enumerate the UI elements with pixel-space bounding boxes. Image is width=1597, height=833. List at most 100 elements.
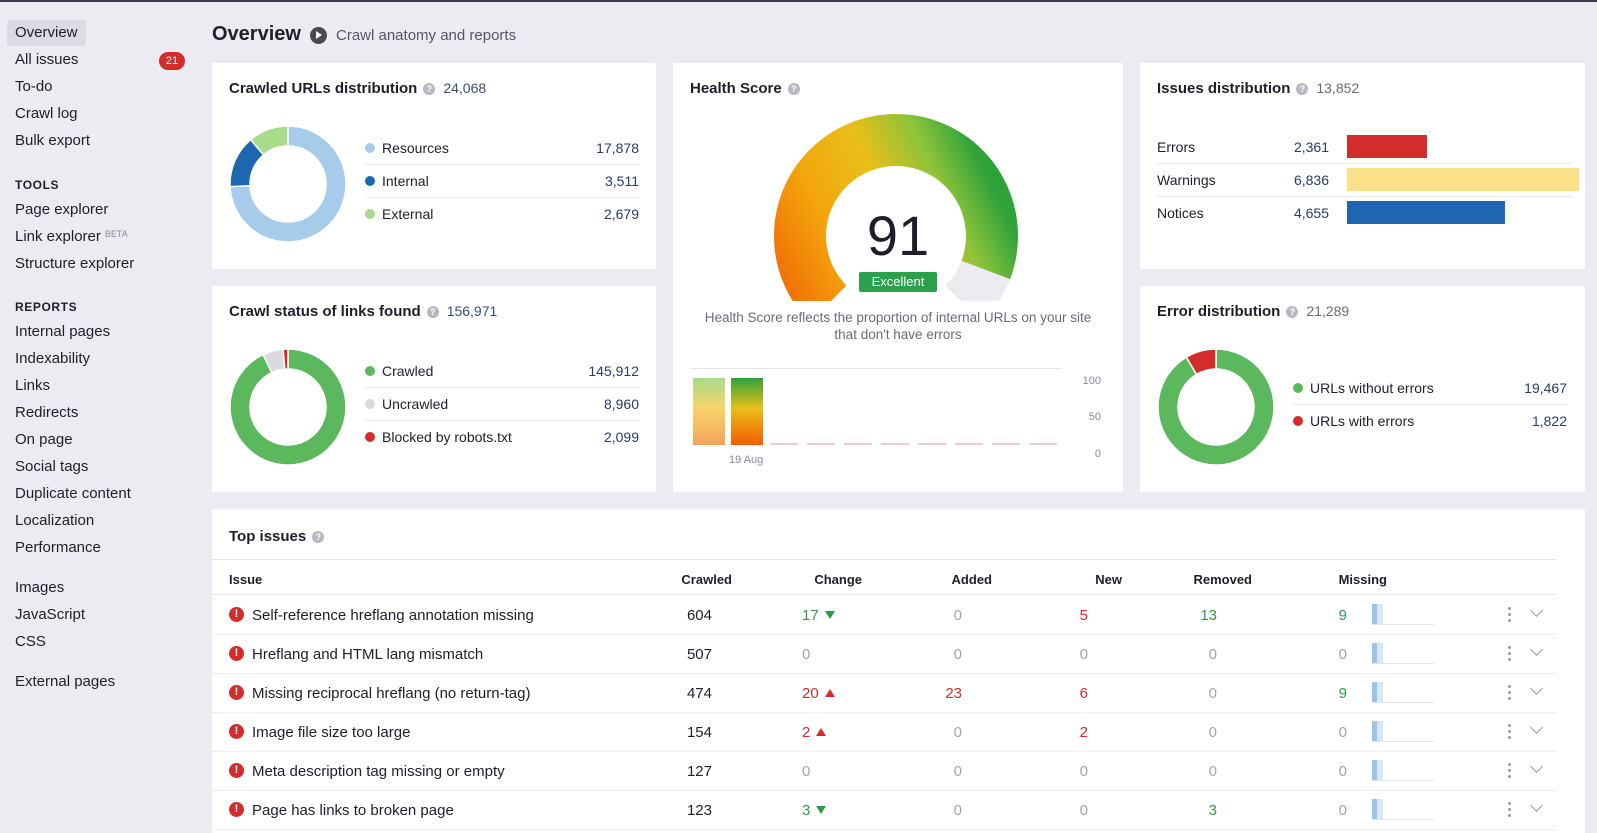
table-row[interactable]: ! Hreflang and HTML lang mismatch 507 0 0 0 0 0	[212, 635, 1556, 674]
issue-name[interactable]: Self-reference hreflang annotation missi…	[252, 607, 534, 624]
legend-row[interactable]: External 2,679	[365, 198, 639, 231]
help-icon[interactable]: ?	[1286, 306, 1299, 318]
table-row[interactable]: ! Page has links to broken page 123 3 0 0 3 0	[212, 791, 1556, 830]
crawled-value[interactable]: 123	[686, 802, 712, 819]
issue-name[interactable]: Meta description tag missing or empty	[252, 763, 505, 780]
nav-link-explorer[interactable]: Link explorer BETA	[7, 224, 136, 250]
missing-value[interactable]: 0	[1338, 646, 1347, 663]
missing-value[interactable]: 0	[1338, 763, 1347, 780]
table-row[interactable]: ! Missing reciprocal hreflang (no return-…	[212, 674, 1556, 713]
removed-value[interactable]: 0	[1208, 685, 1217, 702]
crawled-value[interactable]: 507	[686, 646, 712, 663]
table-row[interactable]: ! Self-reference hreflang annotation miss…	[212, 596, 1556, 635]
legend-row[interactable]: Resources 17,878	[365, 132, 639, 165]
issue-name[interactable]: Missing reciprocal hreflang (no return-t…	[252, 685, 531, 702]
col-removed[interactable]: Removed	[1193, 572, 1252, 587]
removed-value[interactable]: 0	[1208, 646, 1217, 663]
removed-value[interactable]: 0	[1208, 724, 1217, 741]
new-value[interactable]: 0	[1079, 802, 1088, 819]
help-icon[interactable]: ?	[1296, 83, 1309, 95]
crawled-value[interactable]: 474	[686, 685, 712, 702]
col-change[interactable]: Change	[814, 572, 862, 587]
nav-external-pages[interactable]: External pages	[15, 673, 116, 690]
donut-slice[interactable]	[229, 348, 347, 466]
nav-localization[interactable]: Localization	[15, 512, 95, 529]
added-value[interactable]: 0	[953, 646, 962, 663]
more-options-icon[interactable]	[1508, 685, 1512, 701]
nav-indexability[interactable]: Indexability	[15, 350, 91, 367]
nav-bulk-export[interactable]: Bulk export	[15, 132, 91, 149]
nav-all-issues[interactable]: All issues	[15, 51, 79, 68]
nav-structure-explorer[interactable]: Structure explorer	[15, 255, 135, 272]
chevron-down-icon[interactable]	[1530, 604, 1543, 617]
crawled-value[interactable]: 127	[686, 763, 712, 780]
nav-links[interactable]: Links	[15, 377, 51, 394]
nav-overview[interactable]: Overview	[7, 20, 86, 46]
nav-css[interactable]: CSS	[15, 633, 46, 650]
issue-dist-row[interactable]: Notices 4,655	[1157, 197, 1571, 230]
legend-row[interactable]: Internal 3,511	[365, 165, 639, 198]
added-value[interactable]: 0	[953, 607, 962, 624]
legend-row[interactable]: URLs with errors 1,822	[1293, 405, 1567, 438]
added-value[interactable]: 23	[945, 685, 962, 702]
help-icon[interactable]: ?	[423, 83, 436, 95]
new-value[interactable]: 6	[1079, 685, 1088, 702]
new-value[interactable]: 0	[1079, 646, 1088, 663]
history-bar[interactable]	[693, 378, 725, 445]
legend-row[interactable]: Uncrawled 8,960	[365, 388, 639, 421]
legend-row[interactable]: URLs without errors 19,467	[1293, 372, 1567, 405]
legend-row[interactable]: Blocked by robots.txt 2,099	[365, 421, 639, 454]
more-options-icon[interactable]	[1508, 802, 1512, 818]
issue-name[interactable]: Page has links to broken page	[252, 802, 454, 819]
nav-page-explorer[interactable]: Page explorer	[15, 201, 109, 218]
legend-row[interactable]: Crawled 145,912	[365, 355, 639, 388]
help-icon[interactable]: ?	[787, 83, 800, 95]
help-icon[interactable]: ?	[426, 306, 439, 318]
col-new[interactable]: New	[1095, 572, 1122, 587]
chevron-down-icon[interactable]	[1530, 799, 1543, 812]
more-options-icon[interactable]	[1508, 646, 1512, 662]
col-missing[interactable]: Missing	[1338, 572, 1387, 587]
chevron-down-icon[interactable]	[1530, 682, 1543, 695]
history-bar[interactable]	[731, 378, 763, 445]
donut-slice[interactable]	[1157, 348, 1275, 466]
chevron-down-icon[interactable]	[1530, 643, 1543, 656]
nav-duplicate-content[interactable]: Duplicate content	[15, 485, 131, 502]
crawled-value[interactable]: 604	[686, 607, 712, 624]
added-value[interactable]: 0	[953, 802, 962, 819]
issue-name[interactable]: Hreflang and HTML lang mismatch	[252, 646, 484, 663]
col-added[interactable]: Added	[951, 572, 992, 587]
new-value[interactable]: 2	[1079, 724, 1088, 741]
nav-performance[interactable]: Performance	[15, 539, 101, 556]
table-row[interactable]: ! Image file size too large 154 2 0 2 0 0	[212, 713, 1556, 752]
col-crawled[interactable]: Crawled	[681, 572, 732, 587]
nav-internal-pages[interactable]: Internal pages	[15, 323, 111, 340]
donut-slice[interactable]	[229, 125, 347, 243]
missing-value[interactable]: 9	[1338, 685, 1347, 702]
chevron-down-icon[interactable]	[1530, 760, 1543, 773]
page-subtitle[interactable]: Crawl anatomy and reports	[336, 27, 517, 44]
donut-slice[interactable]	[249, 125, 289, 156]
removed-value[interactable]: 3	[1208, 802, 1217, 819]
nav-crawl-log[interactable]: Crawl log	[15, 105, 78, 122]
nav-images[interactable]: Images	[15, 579, 65, 596]
more-options-icon[interactable]	[1508, 724, 1512, 740]
added-value[interactable]: 0	[953, 763, 962, 780]
removed-value[interactable]: 0	[1208, 763, 1217, 780]
col-issue[interactable]: Issue	[229, 572, 263, 587]
nav-on-page[interactable]: On page	[15, 431, 73, 448]
issue-dist-row[interactable]: Warnings 6,836	[1157, 164, 1579, 197]
missing-value[interactable]: 0	[1338, 724, 1347, 741]
crawled-value[interactable]: 154	[686, 724, 712, 741]
donut-slice[interactable]	[282, 348, 289, 370]
play-icon[interactable]	[310, 27, 327, 44]
issue-dist-row[interactable]: Errors 2,361	[1157, 131, 1571, 164]
more-options-icon[interactable]	[1508, 763, 1512, 779]
help-icon[interactable]: ?	[312, 531, 325, 543]
chevron-down-icon[interactable]	[1530, 721, 1543, 734]
added-value[interactable]: 0	[953, 724, 962, 741]
nav-to-do[interactable]: To-do	[15, 78, 53, 95]
nav-redirects[interactable]: Redirects	[15, 404, 79, 421]
missing-value[interactable]: 0	[1338, 802, 1347, 819]
new-value[interactable]: 5	[1079, 607, 1088, 624]
